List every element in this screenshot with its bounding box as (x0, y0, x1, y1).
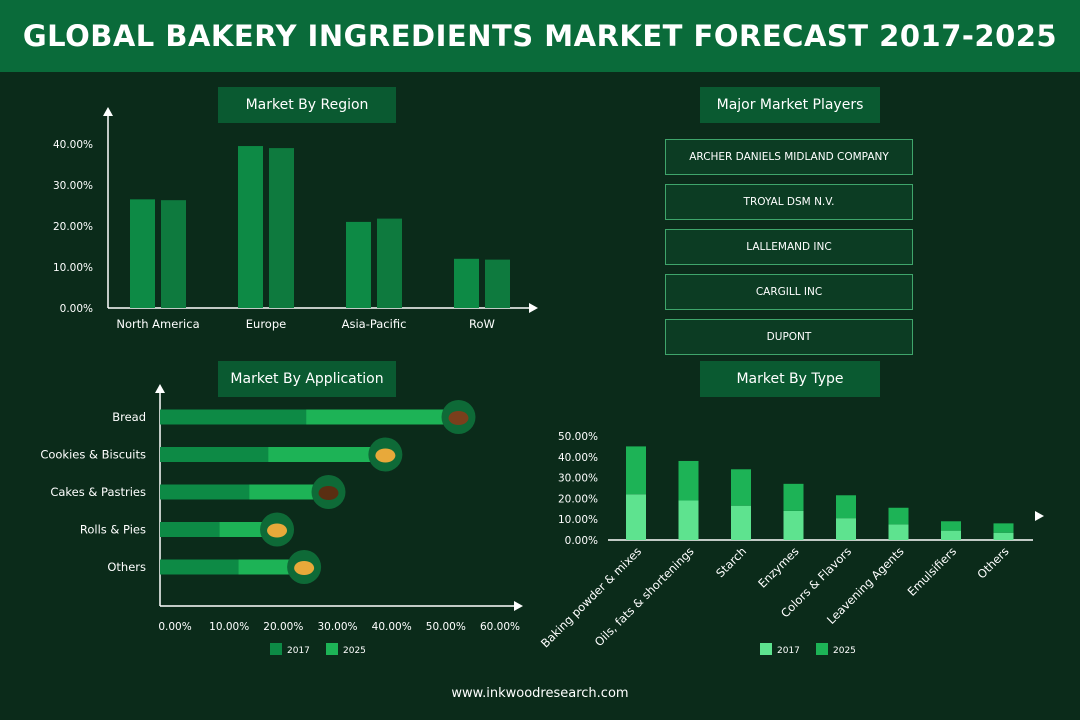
player-item: LALLEMAND INC (665, 229, 913, 265)
type-bar-2025 (993, 523, 1014, 533)
region-bar (346, 221, 371, 308)
application-bar-2017 (160, 559, 239, 575)
player-item: TROYAL DSM N.V. (665, 184, 913, 220)
application-category-label: Cookies & Biscuits (40, 448, 146, 462)
type-category-label: Baking powder & mixes (538, 544, 644, 650)
application-bar-2017 (160, 484, 250, 500)
region-bar (377, 218, 402, 308)
type-bar-2025 (678, 460, 699, 501)
type-bar-2017 (731, 505, 751, 540)
application-category-label: Rolls & Pies (80, 523, 146, 537)
type-legend-label-2017: 2017 (777, 646, 800, 656)
footer-url: www.inkwoodresearch.com (451, 686, 629, 701)
type-bar-2017 (783, 510, 804, 540)
type-y-tick-label: 10.00% (558, 514, 598, 526)
region-category-label: Asia-Pacific (342, 317, 407, 331)
type-bar-2017 (836, 518, 856, 540)
type-legend-swatch-2017 (760, 643, 772, 655)
application-bar-2017 (160, 447, 269, 462)
region-bar (238, 146, 263, 308)
cookie-icon-shape (375, 448, 396, 463)
region-bar (161, 200, 186, 308)
player-item: CARGILL INC (665, 274, 913, 310)
region-bar (130, 199, 155, 308)
region-y-arrow (103, 107, 113, 116)
application-legend-swatch-2017 (270, 643, 282, 655)
type-y-tick-label: 20.00% (558, 493, 598, 505)
region-chart-title: Market By Region (218, 87, 396, 123)
pie-icon-shape (267, 523, 288, 538)
page-title: GLOBAL BAKERY INGREDIENTS MARKET FORECAS… (22, 19, 1058, 53)
region-y-tick-label: 20.00% (53, 221, 93, 233)
type-bar-2025 (783, 483, 804, 511)
type-category-label: Oils, fats & shortenings (592, 544, 697, 649)
region-bar (485, 259, 510, 308)
application-x-tick-label: 30.00% (317, 621, 357, 633)
application-x-arrow (514, 601, 523, 611)
application-legend-swatch-2025 (326, 643, 338, 655)
type-y-tick-label: 40.00% (558, 452, 598, 464)
application-category-label: Bread (112, 410, 146, 424)
region-y-tick-label: 0.00% (60, 303, 93, 315)
application-legend-label-2025: 2025 (343, 646, 366, 656)
type-legend-label-2025: 2025 (833, 646, 856, 656)
region-category-label: RoW (469, 317, 495, 331)
type-bar-2017 (993, 532, 1014, 540)
application-x-tick-label: 0.00% (158, 621, 191, 633)
type-bar-2025 (836, 495, 856, 519)
application-chart-title: Market By Application (218, 361, 396, 397)
type-bar-2017 (888, 524, 909, 540)
region-category-label: Europe (246, 317, 286, 331)
region-bar (269, 148, 294, 308)
application-bar-2017 (160, 522, 220, 537)
type-legend-swatch-2025 (816, 643, 828, 655)
type-y-tick-label: 0.00% (565, 535, 598, 547)
type-bar-2017 (941, 530, 961, 540)
bun-icon-shape (294, 561, 315, 575)
type-bar-2025 (888, 507, 909, 525)
type-x-arrow (1035, 511, 1044, 521)
application-legend-label-2017: 2017 (287, 646, 310, 656)
player-item: ARCHER DANIELS MIDLAND COMPANY (665, 139, 913, 175)
type-y-tick-label: 50.00% (558, 431, 598, 443)
region-y-tick-label: 40.00% (53, 139, 93, 151)
type-category-label: Emulsifiers (905, 544, 960, 599)
player-item: DUPONT (665, 319, 913, 355)
application-x-tick-label: 40.00% (372, 621, 412, 633)
type-chart-title: Market By Type (700, 361, 880, 397)
bread-icon-shape (448, 411, 469, 425)
region-y-tick-label: 10.00% (53, 262, 93, 274)
header-banner: GLOBAL BAKERY INGREDIENTS MARKET FORECAS… (0, 0, 1080, 72)
type-category-label: Starch (713, 544, 749, 580)
application-x-tick-label: 60.00% (480, 621, 520, 633)
type-category-label: Others (974, 544, 1011, 581)
region-category-label: North America (116, 317, 199, 331)
type-bar-2025 (626, 446, 646, 495)
application-category-label: Cakes & Pastries (50, 485, 146, 499)
type-category-label: Enzymes (755, 544, 801, 590)
application-bar-2017 (160, 409, 307, 425)
type-bar-2025 (941, 521, 961, 531)
type-bar-2025 (731, 469, 751, 506)
region-x-arrow (529, 303, 538, 313)
application-y-arrow (155, 384, 165, 393)
application-x-tick-label: 50.00% (426, 621, 466, 633)
type-y-tick-label: 30.00% (558, 473, 598, 485)
application-category-label: Others (107, 560, 146, 574)
region-bar (454, 258, 479, 308)
region-y-tick-label: 30.00% (53, 180, 93, 192)
cake-icon-shape (318, 486, 339, 500)
type-bar-2017 (626, 494, 646, 540)
application-x-tick-label: 20.00% (263, 621, 303, 633)
players-title: Major Market Players (700, 87, 880, 123)
type-bar-2017 (678, 500, 699, 540)
application-x-tick-label: 10.00% (209, 621, 249, 633)
